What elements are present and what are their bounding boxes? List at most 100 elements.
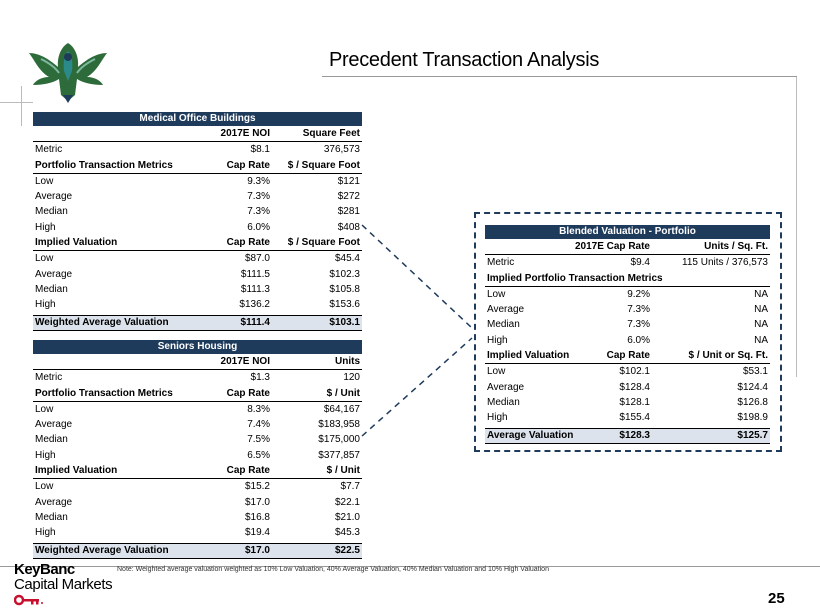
cell: NA [754,304,768,316]
corner-rule-vertical [21,86,22,126]
cell: $103.1 [329,316,360,328]
key-icon [14,594,43,606]
sh-header: Seniors Housing [33,340,362,354]
cell: 6.0% [247,221,270,233]
table-row: Average $111.5 $102.3 [33,267,362,282]
connector-line-top [361,224,473,329]
iv-head-row: Implied Valuation Cap Rate $ / Unit [33,463,362,480]
cell: Median [487,396,520,408]
table-row: Low $87.0 $45.4 [33,251,362,266]
cell: $281 [337,206,360,218]
cell: $111.3 [240,283,270,295]
table-row: Median 7.3% $281 [33,204,362,219]
cell: Low [487,288,506,300]
table-row: Low 8.3% $64,167 [33,402,362,417]
cell: $9.4 [630,257,650,269]
cell: $19.4 [244,527,270,539]
cell: Average [35,268,73,280]
cell: $22.1 [334,496,360,508]
cell: $125.7 [737,429,768,441]
cell: $183,958 [318,419,360,431]
cell: Median [35,206,68,218]
cell: $128.3 [619,429,650,441]
cell: $102.1 [619,366,650,378]
cell: Cap Rate [226,465,270,477]
col-head-3: Units / Sq. Ft. [704,241,768,252]
cell: $15.2 [244,481,270,493]
cell: High [35,449,56,461]
cell: Average [35,191,73,203]
cell: Median [487,319,520,331]
cell: $128.1 [619,396,650,408]
cell: NA [754,319,768,331]
cell: Median [35,283,68,295]
cell: $111.4 [240,316,270,328]
cell: Implied Valuation [35,465,118,477]
iv-head-row: Implied Valuation Cap Rate $ / Unit or S… [485,348,770,365]
right-rule [796,77,797,377]
table-row: High 6.0% NA [485,333,770,348]
cell: $136.2 [239,299,270,311]
table-row: Median 7.5% $175,000 [33,432,362,447]
table-row: Average 7.3% NA [485,302,770,317]
table-row: Median 7.3% NA [485,317,770,332]
cell: Low [35,403,54,415]
metric-row: Metric $9.4 115 Units / 376,573 [485,255,770,270]
cell: $17.0 [244,544,270,556]
cell: $126.8 [737,396,768,408]
ptm-head-row: Implied Portfolio Transaction Metrics [485,271,770,287]
cell: $22.5 [334,544,360,556]
cell: $105.8 [329,283,360,295]
cell: Low [35,481,54,493]
ptm-head-row: Portfolio Transaction Metrics Cap Rate $… [33,386,362,402]
cell: 376,573 [323,144,360,156]
cell: 7.3% [247,191,270,203]
cell: Implied Portfolio Transaction Metrics [487,272,663,284]
cell: $ / Unit or Sq. Ft. [688,350,768,362]
metric-row: Metric $8.1 376,573 [33,142,362,157]
cell: $408 [337,221,360,233]
corner-rule-horizontal [0,102,33,103]
col-head-2: 2017E NOI [220,356,270,367]
cell: 120 [343,372,360,384]
cell: 9.3% [247,175,270,187]
title-underline [322,76,797,77]
cell: $17.0 [244,496,270,508]
cell: $272 [337,191,360,203]
cell: NA [754,288,768,300]
cell: $87.0 [244,253,270,265]
cell: Low [35,175,54,187]
cell: $16.8 [244,511,270,523]
table-row: Low 9.2% NA [485,287,770,302]
cell: Cap Rate [226,237,270,249]
connector-line-bottom [361,337,473,437]
cell: High [35,221,56,233]
cell: $45.3 [334,527,360,539]
footer-rule [0,566,820,567]
table-row: Median $16.8 $21.0 [33,510,362,525]
mob-col-head: 2017E NOI Square Feet [33,126,362,143]
mob-table: Medical Office Buildings 2017E NOI Squar… [33,112,362,331]
weighted-average-row: Weighted Average Valuation $17.0 $22.5 [33,542,362,559]
cell: Median [35,434,68,446]
table-row: Median $128.1 $126.8 [485,395,770,410]
page-title: Precedent Transaction Analysis [329,49,600,71]
cell: High [487,334,508,346]
cell: Portfolio Transaction Metrics [35,387,173,399]
table-row: High 6.0% $408 [33,220,362,235]
metric-row: Metric $1.3 120 [33,370,362,385]
sh-col-head: 2017E NOI Units [33,354,362,371]
weighted-average-row: Weighted Average Valuation $111.4 $103.1 [33,314,362,331]
cell: 115 Units / 376,573 [682,257,768,269]
cell: $175,000 [318,434,360,446]
table-row: Average $128.4 $124.4 [485,380,770,395]
cell: Average Valuation [487,429,574,441]
cell: NA [754,334,768,346]
cell: Average [35,496,73,508]
cell: $155.4 [619,412,650,424]
cell: 7.3% [247,206,270,218]
cell: Average [487,304,525,316]
brand-subtitle: Capital Markets [14,576,113,593]
bv-header: Blended Valuation - Portfolio [485,225,770,239]
col-head-2: 2017E Cap Rate [574,241,650,252]
